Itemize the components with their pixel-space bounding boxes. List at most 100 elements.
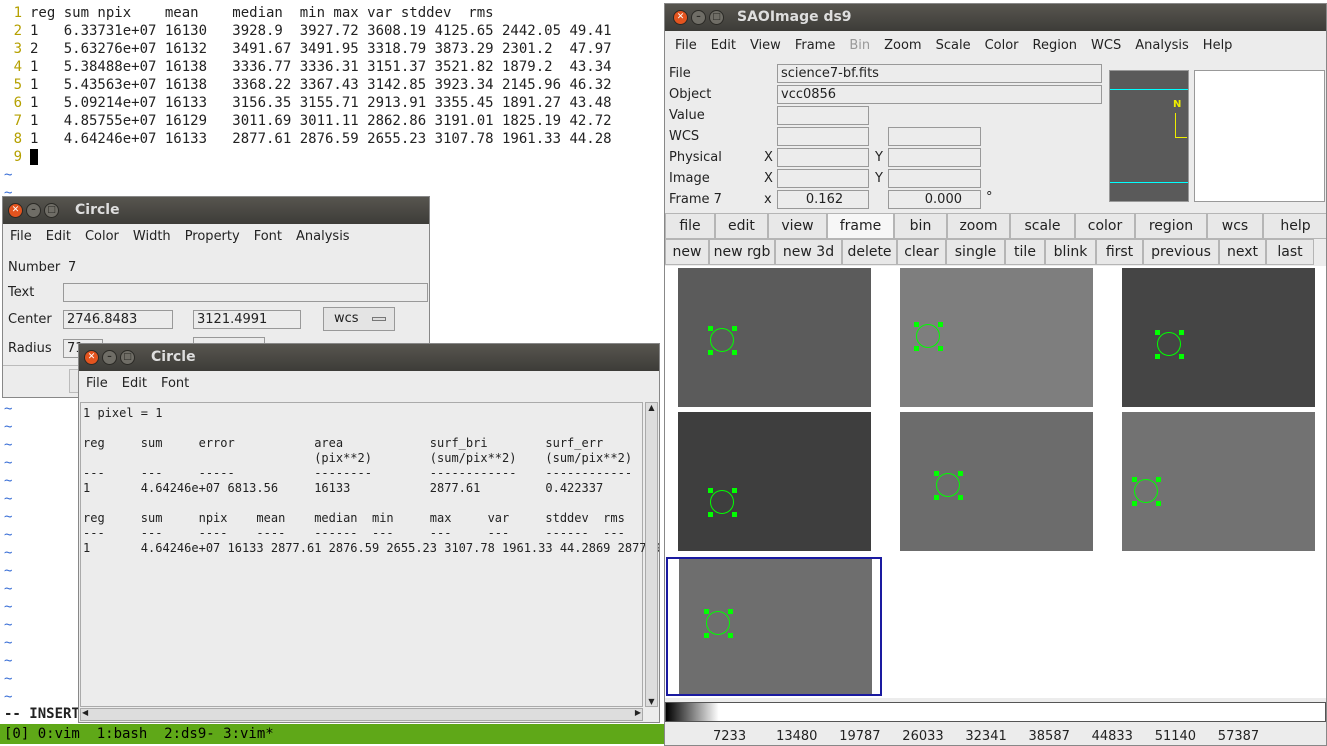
maximize-icon[interactable]: □ bbox=[44, 203, 59, 218]
button-clear[interactable]: clear bbox=[897, 239, 946, 265]
button-new[interactable]: new bbox=[665, 239, 709, 265]
button-file[interactable]: file bbox=[665, 213, 715, 239]
stats-text-area[interactable]: 1 pixel = 1 reg sum error area surf_bri … bbox=[80, 402, 659, 707]
menu-region[interactable]: Region bbox=[1032, 37, 1078, 53]
menu-edit[interactable]: Edit bbox=[45, 228, 71, 244]
line-text: reg sum npix mean median min max var std… bbox=[30, 5, 494, 21]
menu-wcs[interactable]: WCS bbox=[1091, 37, 1122, 53]
button-first[interactable]: first bbox=[1096, 239, 1143, 265]
close-icon[interactable]: ✕ bbox=[673, 10, 688, 25]
button-frame[interactable]: frame bbox=[827, 213, 894, 239]
button-color[interactable]: color bbox=[1075, 213, 1135, 239]
menu-file[interactable]: File bbox=[675, 37, 697, 53]
circle-region[interactable] bbox=[936, 473, 960, 497]
text-field[interactable] bbox=[63, 283, 428, 302]
circle-region[interactable] bbox=[706, 611, 730, 635]
button-help[interactable]: help bbox=[1263, 213, 1326, 239]
button-blink[interactable]: blink bbox=[1045, 239, 1096, 265]
button-bin[interactable]: bin bbox=[894, 213, 947, 239]
close-icon[interactable]: ✕ bbox=[84, 350, 99, 365]
circle-region[interactable] bbox=[1134, 479, 1158, 503]
panner[interactable]: N bbox=[1109, 70, 1189, 202]
center-y-field[interactable]: 3121.4991 bbox=[193, 310, 301, 329]
button-previous[interactable]: previous bbox=[1143, 239, 1219, 265]
line-text: 1 5.38488e+07 16138 3336.77 3336.31 3151… bbox=[30, 59, 612, 75]
menu-analysis[interactable]: Analysis bbox=[1135, 37, 1189, 53]
scroll-down-icon[interactable]: ▼ bbox=[648, 697, 655, 706]
button-zoom[interactable]: zoom bbox=[947, 213, 1010, 239]
minimize-icon[interactable]: – bbox=[26, 203, 41, 218]
vertical-scrollbar[interactable]: ▲ ▼ bbox=[645, 402, 658, 707]
circle-region[interactable] bbox=[710, 490, 734, 514]
scroll-left-icon[interactable]: ◀ bbox=[82, 708, 89, 717]
button-tile[interactable]: tile bbox=[1005, 239, 1045, 265]
button-scale[interactable]: scale bbox=[1010, 213, 1075, 239]
circle-region[interactable] bbox=[1157, 332, 1181, 356]
value-label: Value bbox=[669, 108, 705, 123]
button-new-rgb[interactable]: new rgb bbox=[709, 239, 775, 265]
close-icon[interactable]: ✕ bbox=[8, 203, 23, 218]
degree-symbol: ° bbox=[986, 190, 993, 205]
frame-tile-7[interactable] bbox=[679, 559, 872, 694]
frame-x-label: x bbox=[764, 192, 772, 207]
maximize-icon[interactable]: □ bbox=[709, 10, 724, 25]
frame-tile-1[interactable] bbox=[678, 268, 871, 407]
menu-font[interactable]: Font bbox=[253, 228, 283, 244]
menu-analysis[interactable]: Analysis bbox=[296, 228, 350, 244]
scroll-up-icon[interactable]: ▲ bbox=[648, 403, 655, 412]
number-label: Number bbox=[8, 260, 61, 275]
colorbar-tick-label: 44833 bbox=[1091, 729, 1133, 744]
menu-scale[interactable]: Scale bbox=[935, 37, 971, 53]
menu-file[interactable]: File bbox=[10, 228, 32, 244]
horizontal-scrollbar[interactable]: ◀ ▶ bbox=[80, 708, 643, 721]
circle-analysis-titlebar[interactable]: ✕ – □ Circle bbox=[79, 344, 659, 371]
menu-view[interactable]: View bbox=[749, 37, 781, 53]
button-view[interactable]: view bbox=[768, 213, 827, 239]
button-single[interactable]: single bbox=[946, 239, 1005, 265]
menu-frame[interactable]: Frame bbox=[794, 37, 836, 53]
magnifier bbox=[1194, 70, 1325, 202]
frame-tile-5[interactable] bbox=[900, 412, 1093, 551]
object-label: Object bbox=[669, 87, 712, 102]
button-last[interactable]: last bbox=[1266, 239, 1314, 265]
menu-file[interactable]: File bbox=[86, 375, 108, 391]
image-canvas[interactable] bbox=[665, 266, 1326, 698]
dropdown-indicator-icon bbox=[372, 317, 386, 321]
frame-tile-3[interactable] bbox=[1122, 268, 1315, 407]
circle-dialog-back-menubar: File Edit Color Width Property Font Analysis bbox=[3, 224, 429, 248]
menu-width[interactable]: Width bbox=[132, 228, 171, 244]
text-label: Text bbox=[8, 285, 35, 300]
coord-system-select[interactable]: wcs bbox=[323, 307, 395, 331]
button-delete[interactable]: delete bbox=[842, 239, 897, 265]
menu-zoom[interactable]: Zoom bbox=[884, 37, 922, 53]
menu-property[interactable]: Property bbox=[184, 228, 240, 244]
line-number: 3 bbox=[13, 41, 22, 57]
circle-region[interactable] bbox=[710, 328, 734, 352]
ds9-titlebar[interactable]: ✕ – □ SAOImage ds9 bbox=[665, 4, 1326, 31]
minimize-icon[interactable]: – bbox=[102, 350, 117, 365]
minimize-icon[interactable]: – bbox=[691, 10, 706, 25]
empty-line-marker: ~ bbox=[4, 689, 13, 705]
button-wcs[interactable]: wcs bbox=[1207, 213, 1263, 239]
colorbar[interactable] bbox=[665, 702, 1326, 722]
menu-font[interactable]: Font bbox=[160, 375, 190, 391]
button-new-3d[interactable]: new 3d bbox=[775, 239, 842, 265]
circle-region[interactable] bbox=[916, 324, 940, 348]
menu-edit[interactable]: Edit bbox=[710, 37, 736, 53]
menu-color[interactable]: Color bbox=[984, 37, 1019, 53]
frame-tile-4[interactable] bbox=[678, 412, 871, 551]
menu-help[interactable]: Help bbox=[1202, 37, 1233, 53]
wcs-label: WCS bbox=[669, 129, 700, 144]
menu-edit[interactable]: Edit bbox=[121, 375, 147, 391]
button-edit[interactable]: edit bbox=[715, 213, 768, 239]
circle-dialog-back-titlebar[interactable]: ✕ – □ Circle bbox=[3, 197, 429, 224]
menu-color[interactable]: Color bbox=[84, 228, 119, 244]
center-x-field[interactable]: 2746.8483 bbox=[63, 310, 173, 329]
button-next[interactable]: next bbox=[1219, 239, 1266, 265]
frame-tile-2[interactable] bbox=[900, 268, 1093, 407]
frame-tile-6[interactable] bbox=[1122, 412, 1315, 551]
menu-bin[interactable]: Bin bbox=[849, 37, 871, 53]
scroll-right-icon[interactable]: ▶ bbox=[634, 708, 641, 717]
button-region[interactable]: region bbox=[1135, 213, 1207, 239]
maximize-icon[interactable]: □ bbox=[120, 350, 135, 365]
